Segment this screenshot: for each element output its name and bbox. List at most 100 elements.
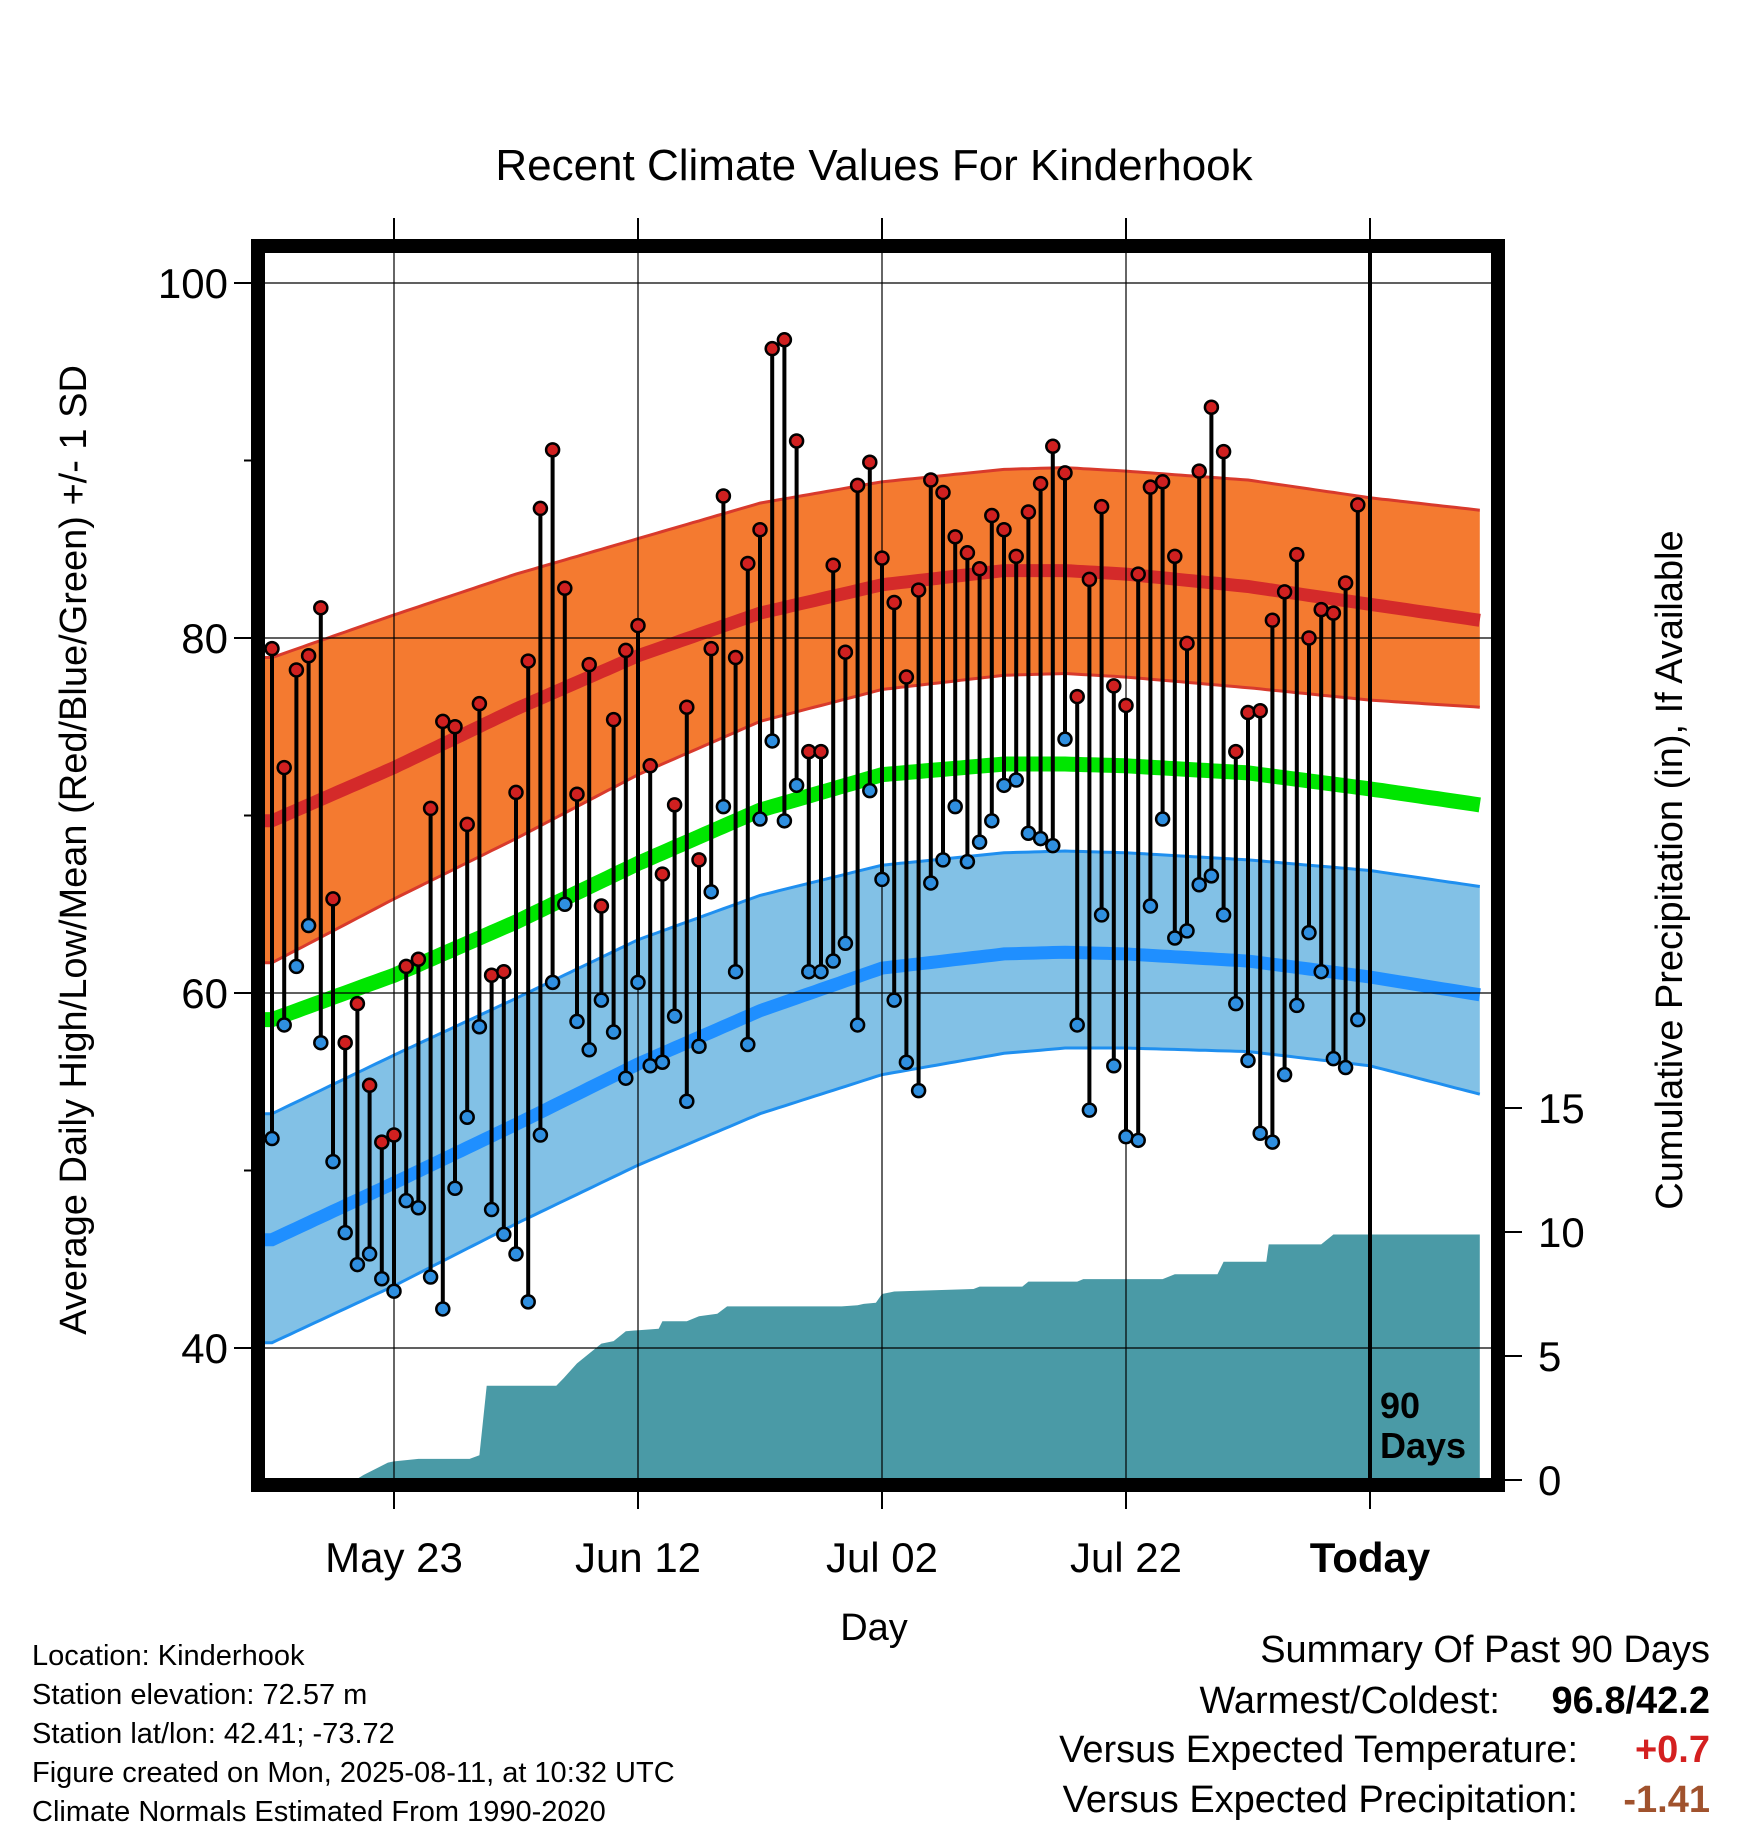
low-sd-band [259,851,1480,1343]
y2-tick-label: 10 [1538,1209,1585,1256]
daily-low-point [654,1054,671,1070]
daily-low-point [1252,1125,1268,1141]
daily-low-point [935,852,951,868]
daily-low-point [264,1130,280,1147]
low-upper-edge [259,849,1481,1116]
x-tick-label: May 23 [325,1534,463,1581]
x-axis-label: Day [840,1607,908,1649]
daily-high-point [544,442,561,458]
low-lower-edge [259,1046,1481,1345]
daily-high-point [1350,497,1366,513]
daily-high-point [1081,571,1098,588]
daily-low-point [1337,1059,1354,1076]
daily-high-point [642,758,658,774]
daily-low-point [520,1294,536,1310]
daily-low-point [374,1271,390,1287]
today-label-days-word: Days [1380,1425,1466,1466]
footer-elevation: Station elevation: 72.57 m [32,1679,367,1711]
daily-low-point [996,777,1012,794]
daily-high-point [1032,475,1049,492]
y-tick-label: 100 [158,260,228,307]
daily-high-point [1252,703,1268,719]
daily-high-point [996,521,1012,538]
daily-low-point [727,963,744,980]
daily-low-point [813,963,829,980]
daily-low-point [1228,995,1244,1012]
daily-low-point [569,1013,585,1030]
x-tick-label: Jul 02 [826,1534,938,1581]
footer-info: Location: Kinderhook Station elevation: … [32,1640,675,1828]
y2-tick-label: 5 [1538,1333,1561,1380]
summary-precip-value: -1.41 [1623,1779,1710,1821]
daily-high-point [325,891,341,907]
daily-high-point [618,642,634,659]
daily-high-point [679,699,695,715]
daily-high-point [776,332,793,348]
daily-low-point [532,1127,549,1143]
daily-high-point [947,529,963,545]
daily-high-point [886,594,902,611]
daily-high-point [862,454,878,471]
daily-low-point [788,777,805,794]
daily-high-point [740,555,756,572]
daily-low-point [447,1180,463,1196]
daily-low-point [1264,1134,1281,1150]
daily-low-point [862,782,878,799]
daily-low-point [691,1038,707,1054]
footer-location: Location: Kinderhook [32,1640,305,1672]
daily-high-point [1215,443,1232,460]
daily-high-point [520,653,536,669]
daily-high-point [630,617,646,634]
daily-low-point [1191,876,1207,893]
y-axis-label: Average Daily High/Low/Mean (Red/Blue/Gr… [53,365,95,1335]
daily-high-point [1325,605,1342,621]
daily-high-point [410,951,427,968]
daily-low-point [1020,825,1037,841]
daily-high-point [849,477,866,494]
daily-high-point [898,669,915,685]
daily-high-point [788,433,805,449]
summary-warm-cold-label: Warmest/Coldest: [1199,1680,1500,1722]
daily-high-point [398,958,414,975]
daily-high-point [374,1134,390,1150]
daily-low-point [1069,1017,1085,1033]
daily-low-point [313,1034,329,1051]
daily-low-point [1057,731,1073,747]
daily-high-point [1069,688,1085,705]
x-tick-label: Today [1310,1534,1431,1581]
daily-low-point [1154,811,1171,827]
daily-low-point [593,992,610,1008]
daily-low-point [1350,1011,1366,1028]
daily-low-point [740,1036,756,1053]
daily-low-point [703,884,719,900]
daily-low-point [276,1017,292,1033]
footer-created: Figure created on Mon, 2025-08-11, at 10… [32,1757,675,1789]
daily-low-point [752,811,768,827]
daily-low-point [1301,924,1317,941]
daily-high-point [1301,630,1317,646]
daily-high-point [313,600,329,616]
daily-high-point [1203,399,1220,415]
daily-low-point [398,1192,414,1209]
summary-warm-cold-value: 96.8/42.2 [1552,1680,1710,1722]
daily-high-point [1276,584,1293,600]
daily-low-point [1045,837,1061,854]
y2-tick-label: 15 [1538,1085,1585,1132]
daily-high-point [422,800,439,817]
daily-low-point [825,953,841,969]
daily-low-point [764,733,780,749]
daily-high-point [496,963,512,980]
daily-low-point [1130,1132,1146,1149]
daily-low-point [630,974,646,991]
daily-high-point [935,484,951,501]
daily-high-point [825,557,841,573]
daily-low-point [1008,772,1024,788]
daily-high-point [1106,678,1122,694]
daily-low-point [923,875,939,891]
daily-low-point [837,935,854,952]
daily-high-point [1240,704,1256,721]
daily-low-point [984,813,1000,829]
